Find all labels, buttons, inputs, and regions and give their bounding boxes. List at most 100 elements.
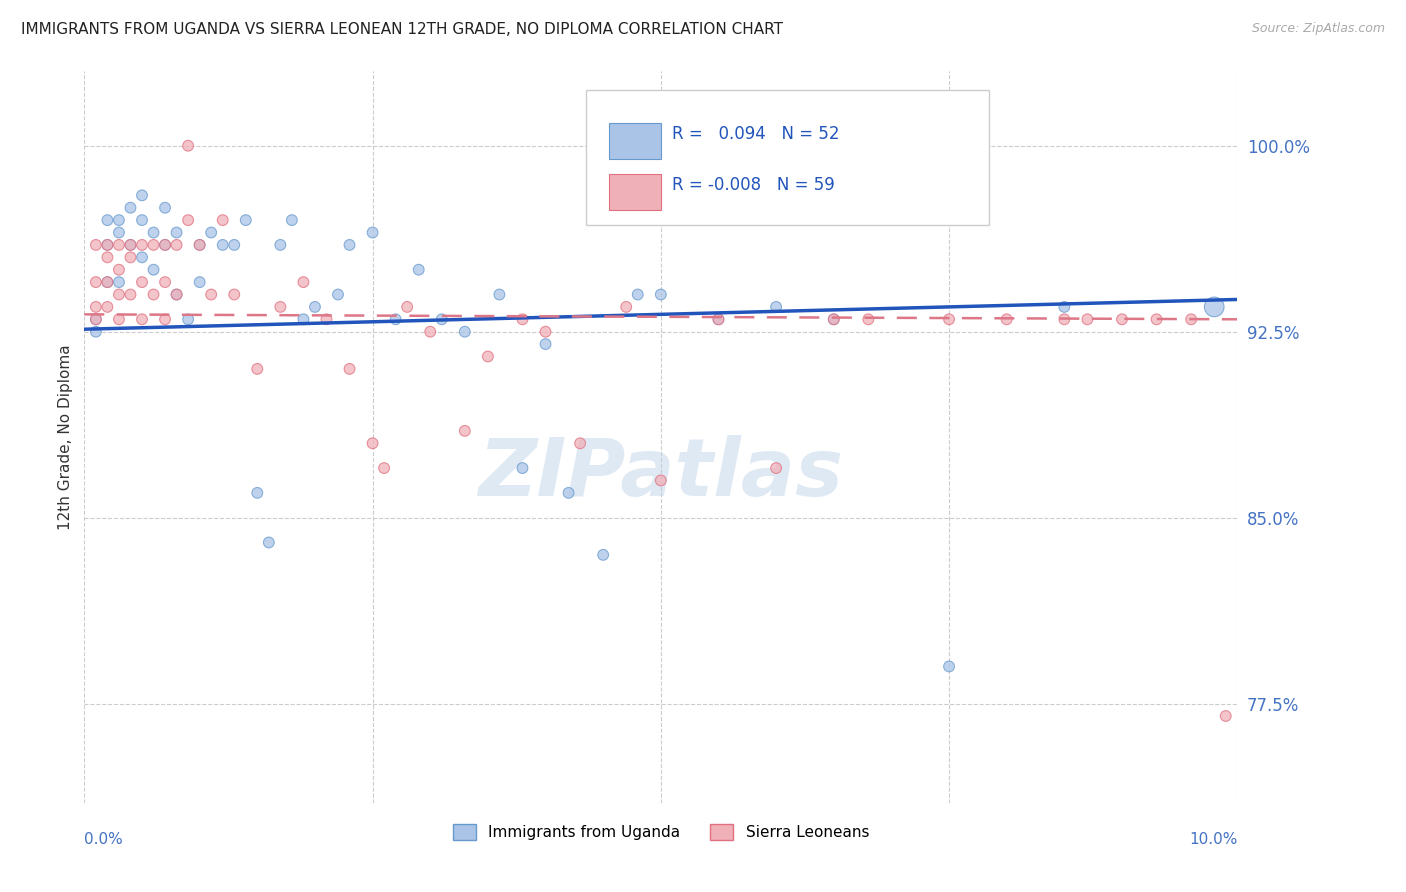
Point <box>650 474 672 488</box>
Point <box>430 312 453 326</box>
Point <box>477 350 499 364</box>
Point <box>84 238 107 252</box>
Text: 0.0%: 0.0% <box>84 832 124 847</box>
Point <box>339 238 361 252</box>
Point <box>454 325 477 339</box>
Point <box>557 486 579 500</box>
Point <box>142 287 165 301</box>
Point <box>84 312 107 326</box>
Point <box>188 238 211 252</box>
Point <box>1204 300 1226 314</box>
Point <box>419 325 441 339</box>
Text: ZIPatlas: ZIPatlas <box>478 434 844 513</box>
Point <box>292 312 315 326</box>
Text: R =   0.094   N = 52: R = 0.094 N = 52 <box>672 125 839 143</box>
Point <box>235 213 257 227</box>
Point <box>326 287 349 301</box>
Point <box>84 275 107 289</box>
Point <box>84 325 107 339</box>
FancyBboxPatch shape <box>609 122 661 159</box>
Point <box>120 250 142 264</box>
Y-axis label: 12th Grade, No Diploma: 12th Grade, No Diploma <box>58 344 73 530</box>
Point <box>108 275 131 289</box>
Point <box>96 300 118 314</box>
Point <box>131 250 153 264</box>
Point <box>200 226 222 240</box>
Point <box>1076 312 1098 326</box>
Point <box>650 287 672 301</box>
Point <box>131 312 153 326</box>
Point <box>96 275 118 289</box>
Point <box>131 275 153 289</box>
Point <box>120 287 142 301</box>
Point <box>707 312 730 326</box>
Point <box>627 287 650 301</box>
Point <box>765 461 787 475</box>
Point <box>224 287 246 301</box>
Point <box>188 238 211 252</box>
Point <box>765 300 787 314</box>
Point <box>361 226 384 240</box>
Point <box>142 226 165 240</box>
Point <box>108 226 131 240</box>
Point <box>1053 312 1076 326</box>
Point <box>396 300 419 314</box>
Point <box>211 213 233 227</box>
Point <box>166 287 188 301</box>
Point <box>373 461 395 475</box>
Point <box>292 275 315 289</box>
Point <box>384 312 406 326</box>
Point <box>512 312 534 326</box>
Point <box>211 238 233 252</box>
Point <box>1111 312 1133 326</box>
Point <box>823 312 845 326</box>
Point <box>108 312 131 326</box>
Point <box>177 138 200 153</box>
Point <box>153 238 176 252</box>
FancyBboxPatch shape <box>609 174 661 211</box>
Point <box>269 300 291 314</box>
Point <box>408 262 430 277</box>
Legend: Immigrants from Uganda, Sierra Leoneans: Immigrants from Uganda, Sierra Leoneans <box>447 818 875 847</box>
Point <box>131 213 153 227</box>
Point <box>512 461 534 475</box>
Point <box>315 312 337 326</box>
Point <box>707 312 730 326</box>
Point <box>592 548 614 562</box>
Text: Source: ZipAtlas.com: Source: ZipAtlas.com <box>1251 22 1385 36</box>
Point <box>858 312 880 326</box>
Point <box>166 238 188 252</box>
Point <box>938 312 960 326</box>
Point <box>96 213 118 227</box>
Point <box>153 312 176 326</box>
Point <box>823 312 845 326</box>
Point <box>131 188 153 202</box>
Point <box>120 238 142 252</box>
Point <box>166 287 188 301</box>
Point <box>177 213 200 227</box>
Point <box>1053 300 1076 314</box>
Point <box>120 201 142 215</box>
Point <box>108 287 131 301</box>
Point <box>108 213 131 227</box>
Point <box>108 238 131 252</box>
Point <box>454 424 477 438</box>
Point <box>281 213 304 227</box>
Point <box>257 535 280 549</box>
Point <box>569 436 592 450</box>
Text: 10.0%: 10.0% <box>1189 832 1237 847</box>
Point <box>142 238 165 252</box>
Point <box>224 238 246 252</box>
Point <box>488 287 510 301</box>
Point <box>361 436 384 450</box>
Point <box>153 275 176 289</box>
Text: IMMIGRANTS FROM UGANDA VS SIERRA LEONEAN 12TH GRADE, NO DIPLOMA CORRELATION CHAR: IMMIGRANTS FROM UGANDA VS SIERRA LEONEAN… <box>21 22 783 37</box>
Point <box>534 325 557 339</box>
Point <box>131 238 153 252</box>
Point <box>96 238 118 252</box>
Point <box>534 337 557 351</box>
Point <box>153 238 176 252</box>
Point <box>1146 312 1168 326</box>
Text: R = -0.008   N = 59: R = -0.008 N = 59 <box>672 176 835 194</box>
Point <box>1215 709 1237 723</box>
